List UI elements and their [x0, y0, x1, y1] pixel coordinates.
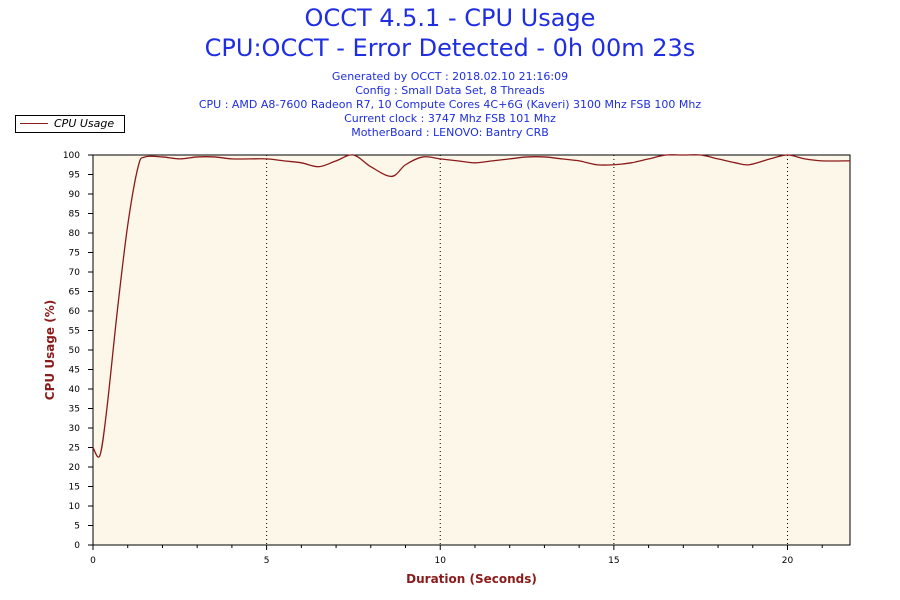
chart-subtitle: CPU:OCCT - Error Detected - 0h 00m 23s	[204, 34, 696, 62]
y-tick-label-100: 100	[63, 151, 80, 161]
info-config: Config : Small Data Set, 8 Threads	[355, 84, 545, 97]
series-group	[92, 154, 851, 458]
y-tick-label-45: 45	[69, 366, 80, 376]
chart-title: OCCT 4.5.1 - CPU Usage	[304, 4, 596, 32]
x-axis-label: Duration (Seconds)	[406, 572, 537, 586]
y-tick-label-75: 75	[69, 249, 80, 259]
y-tick-label-0: 0	[74, 541, 80, 551]
legend-label: CPU Usage	[54, 117, 115, 130]
info-generated: Generated by OCCT : 2018.02.10 21:16:09	[331, 70, 569, 83]
y-tick-label-80: 80	[69, 229, 81, 239]
y-tick-label-40: 40	[69, 385, 81, 395]
y-tick-label-35: 35	[69, 405, 80, 415]
y-tick-label-55: 55	[69, 327, 80, 337]
x-tick-label-10: 10	[435, 556, 447, 566]
y-tick-label-95: 95	[69, 171, 80, 181]
y-tick-label-65: 65	[69, 288, 80, 298]
y-tick-label-90: 90	[69, 190, 81, 200]
legend: CPU Usage	[15, 115, 125, 133]
x-tick-label-15: 15	[608, 556, 619, 566]
y-tick-label-10: 10	[69, 502, 81, 512]
y-tick-label-20: 20	[69, 463, 81, 473]
y-tick-label-5: 5	[74, 522, 80, 532]
y-tick-label-15: 15	[69, 483, 80, 493]
series-line-0	[92, 154, 851, 458]
plot-area	[93, 155, 850, 545]
x-tick-label-20: 20	[782, 556, 794, 566]
y-tick-label-60: 60	[69, 307, 81, 317]
legend-swatch	[20, 123, 48, 124]
info-clock: Current clock : 3747 Mhz FSB 101 Mhz	[344, 112, 556, 125]
grid	[266, 155, 788, 545]
info-motherboard: MotherBoard : LENOVO: Bantry CRB	[351, 126, 549, 139]
y-tick-label-85: 85	[69, 210, 80, 220]
y-tick-label-50: 50	[69, 346, 81, 356]
y-axis-label: CPU Usage (%)	[43, 300, 57, 400]
x-tick-label-5: 5	[264, 556, 270, 566]
y-tick-label-25: 25	[69, 444, 80, 454]
axes: 0510152025303540455055606570758085909510…	[63, 151, 851, 566]
y-tick-label-30: 30	[69, 424, 81, 434]
x-tick-label-0: 0	[90, 556, 96, 566]
y-tick-label-70: 70	[69, 268, 81, 278]
info-cpu: CPU : AMD A8-7600 Radeon R7, 10 Compute …	[198, 98, 702, 111]
